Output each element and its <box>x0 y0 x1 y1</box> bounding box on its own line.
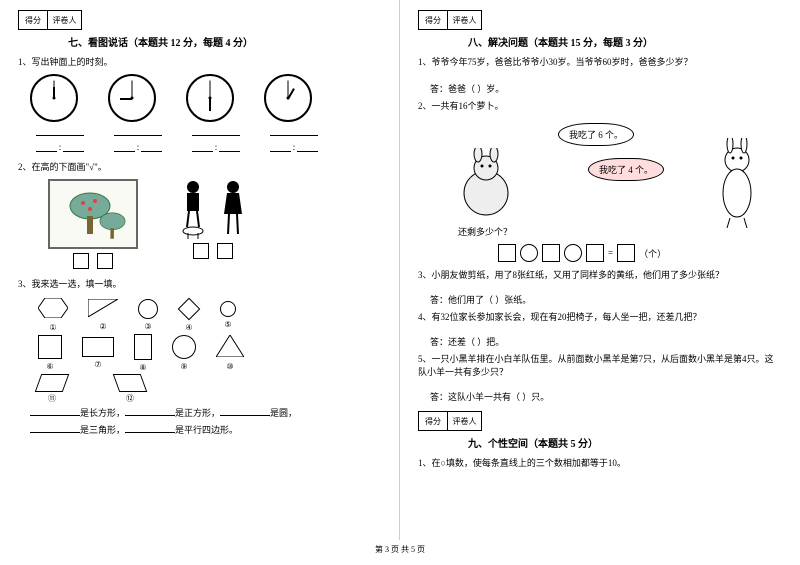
q8-1-ans: 答：爸爸（ ）岁。 <box>430 82 782 95</box>
shapes-grid: ① ② ③ ④ ⑤ ⑥ ⑦ ⑧ ⑨ ⑩ ⑪ ⑫ <box>38 298 381 392</box>
clock-1 <box>30 74 78 122</box>
clocks-row <box>30 74 381 122</box>
section-8-title: 八、解决问题（本题共 15 分，每题 3 分） <box>468 34 782 49</box>
reviewer-label: 评卷人 <box>48 10 82 30</box>
q8-4: 4、有32位家长参加家长会，现在有20把椅子，每人坐一把，还差几把？ <box>418 310 782 323</box>
shape-circle: ⑤ <box>220 301 236 317</box>
checkbox[interactable] <box>73 253 89 269</box>
q8-5-ans: 答：这队小羊一共有（ ）只。 <box>430 390 782 403</box>
eq-square[interactable] <box>498 244 516 262</box>
eq-square[interactable] <box>586 244 604 262</box>
speech-bubble-2: 我吃了 4 个。 <box>588 158 664 181</box>
child-1-icon <box>178 179 208 239</box>
q8-3-ans: 答：他们用了（ ）张纸。 <box>430 293 782 306</box>
q1-text: 1、写出钟面上的时刻。 <box>18 55 381 68</box>
clock-3 <box>186 74 234 122</box>
clock-4 <box>264 74 312 122</box>
section-9-title: 九、个性空间（本题共 5 分） <box>468 435 782 450</box>
clock-2 <box>108 74 156 122</box>
fill-line-2: 是三角形，是平行四边形。 <box>30 423 381 436</box>
q3-text: 3、我来选一选，填一填。 <box>18 277 381 290</box>
rabbit-2-icon <box>712 138 762 228</box>
checkbox[interactable] <box>97 253 113 269</box>
pictures-row <box>48 179 381 269</box>
picture-tree <box>48 179 138 269</box>
score-box: 得分 评卷人 <box>18 10 381 30</box>
left-column: 得分 评卷人 七、看图说话（本题共 12 分，每题 4 分） 1、写出钟面上的时… <box>0 0 400 540</box>
page-footer: 第 3 页 共 5 页 <box>0 540 800 555</box>
q8-4-ans: 答：还差（ ）把。 <box>430 335 782 348</box>
answer-blanks-1 <box>36 126 381 136</box>
score-box: 得分 评卷人 <box>418 10 782 30</box>
shape-hexagon: ① <box>38 298 68 320</box>
q8-2: 2、一共有16个萝卜。 <box>418 99 782 112</box>
shape-parallelogram: ⑪ <box>38 374 66 392</box>
equals-sign: = <box>608 248 613 258</box>
shape-rect-tall: ⑧ <box>134 334 152 360</box>
shape-triangle: ⑩ <box>216 335 244 359</box>
checkbox[interactable] <box>193 243 209 259</box>
eq-square[interactable] <box>617 244 635 262</box>
q8-5: 5、一只小黑羊排在小白羊队伍里。从前面数小黑羊是第7只，从后面数小黑羊是第4只。… <box>418 352 782 378</box>
unit-text: （个） <box>639 247 666 260</box>
eq-circle[interactable] <box>564 244 582 262</box>
speech-bubble-1: 我吃了 6 个。 <box>558 123 634 146</box>
eq-square[interactable] <box>542 244 560 262</box>
child-2-icon <box>218 179 248 239</box>
equation-row: = （个） <box>498 244 782 262</box>
q2-text: 2、在高的下面画"√"。 <box>18 160 381 173</box>
shape-circle: ③ <box>138 299 158 319</box>
shape-circle: ⑨ <box>172 335 196 359</box>
remain-text: 还剩多少个？ <box>458 225 512 238</box>
rabbit-scene: 我吃了 6 个。 我吃了 4 个。 还剩多少个？ <box>418 118 782 238</box>
shape-right-triangle: ② <box>88 299 118 319</box>
q8-1: 1、爷爷今年75岁，爸爸比爷爷小30岁。当爷爷60岁时，爸爸多少岁？ <box>418 55 782 68</box>
shape-rect: ⑦ <box>82 337 114 357</box>
fill-line-1: 是长方形，是正方形，是圆， <box>30 406 381 419</box>
rabbit-1-icon <box>458 148 514 218</box>
shape-diamond: ④ <box>178 298 200 320</box>
section-7-title: 七、看图说话（本题共 12 分，每题 4 分） <box>68 34 381 49</box>
score-box: 得分 评卷人 <box>418 411 782 431</box>
shape-parallelogram: ⑫ <box>116 374 144 392</box>
q9-1: 1、在○填数，使每条直线上的三个数相加都等于10。 <box>418 456 782 469</box>
right-column: 得分 评卷人 八、解决问题（本题共 15 分，每题 3 分） 1、爷爷今年75岁… <box>400 0 800 540</box>
score-label: 得分 <box>18 10 48 30</box>
q8-3: 3、小朋友做剪纸，用了8张红纸，又用了同样多的黄纸，他们用了多少张纸？ <box>418 268 782 281</box>
checkbox[interactable] <box>217 243 233 259</box>
answer-blanks-2: :::: <box>36 142 381 152</box>
eq-circle[interactable] <box>520 244 538 262</box>
shape-square: ⑥ <box>38 335 62 359</box>
picture-children <box>178 179 248 269</box>
